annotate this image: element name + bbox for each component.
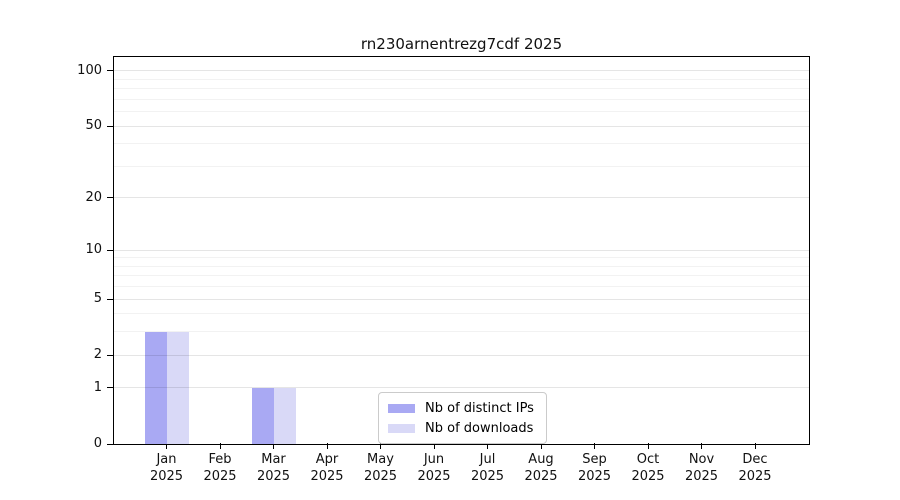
bar-nb-of-distinct-ips-jan (144, 331, 167, 444)
legend-label-downloads: Nb of downloads (425, 420, 534, 436)
y-axis-tick (107, 298, 113, 300)
gridline-minor (114, 165, 809, 167)
legend-label-distinct-ips: Nb of distinct IPs (425, 400, 534, 416)
x-axis-tick (380, 443, 381, 449)
x-axis-tick-label: Jun 2025 (417, 452, 451, 484)
gridline-major (114, 197, 809, 199)
y-axis-tick-label: 10 (85, 242, 102, 258)
chart-title: rn230arnentrezg7cdf 2025 (360, 35, 563, 53)
bar-nb-of-downloads-jan (166, 331, 189, 444)
gridline-minor (114, 98, 809, 100)
x-axis-tick (647, 443, 649, 449)
y-axis-tick (107, 354, 113, 356)
y-axis-tick (107, 125, 113, 127)
gridline-minor (114, 257, 809, 259)
x-axis-tick-label: Nov 2025 (684, 452, 719, 484)
y-axis-tick-label: 100 (77, 62, 102, 78)
y-axis-tick-label: 50 (85, 118, 102, 134)
x-axis-tick-label: Mar 2025 (256, 452, 291, 484)
gridline-major (114, 387, 809, 389)
legend-swatch-distinct-ips-icon (388, 403, 415, 413)
bar-nb-of-distinct-ips-mar (251, 387, 274, 444)
x-axis-tick (487, 443, 488, 449)
legend-swatch-downloads-icon (388, 423, 415, 433)
x-axis-tick-label: Aug 2025 (524, 452, 558, 484)
gridline-major (114, 249, 809, 251)
x-axis-tick-label: Dec 2025 (738, 452, 772, 484)
gridline-minor (114, 286, 809, 288)
legend-item-distinct-ips: Nb of distinct IPs (388, 398, 534, 418)
x-axis-tick (273, 443, 274, 449)
y-axis-tick (107, 443, 113, 445)
gridline-major (114, 298, 809, 300)
gridline-minor (114, 275, 809, 277)
x-axis-tick (433, 443, 435, 449)
y-axis-tick-label: 20 (85, 189, 102, 205)
x-axis-tick-label: Oct 2025 (631, 452, 665, 484)
gridline-minor (114, 111, 809, 113)
legend: Nb of distinct IPs Nb of downloads (378, 392, 547, 444)
gridline-minor (114, 265, 809, 267)
x-axis-tick-label: Feb 2025 (203, 452, 237, 484)
gridline-major (114, 354, 809, 356)
gridline-minor (114, 331, 809, 333)
x-axis-tick (701, 443, 702, 449)
x-axis-tick (754, 443, 756, 449)
x-axis-tick (594, 443, 595, 449)
y-axis-tick-label: 0 (93, 436, 102, 451)
y-axis-tick (107, 197, 113, 199)
x-axis-tick (326, 443, 328, 449)
x-axis-tick (166, 443, 167, 449)
x-axis-tick-label: Sep 2025 (577, 452, 612, 484)
x-axis-tick-label: Apr 2025 (310, 452, 344, 484)
gridline-major (114, 125, 809, 127)
x-axis-tick-label: Jul 2025 (470, 452, 505, 484)
gridline-minor (114, 78, 809, 80)
x-axis-tick-label: Jan 2025 (149, 452, 184, 484)
y-axis-tick (107, 70, 113, 72)
y-axis-tick-label: 2 (93, 347, 102, 363)
bar-nb-of-downloads-mar (273, 387, 296, 444)
gridline-minor (114, 313, 809, 315)
x-axis-tick (540, 443, 542, 449)
y-axis-tick-label: 5 (93, 291, 102, 307)
y-axis-tick (107, 249, 113, 251)
y-axis-tick-label: 1 (93, 379, 102, 395)
gridline-major (114, 70, 809, 72)
plot-area: 0 1 2 5 10 20 50 100 Jan 2025 Feb 2025 Mar 2025 Apr… (77, 56, 810, 484)
gridline-minor (114, 88, 809, 90)
y-axis-tick (107, 387, 113, 389)
x-axis-tick (219, 443, 221, 449)
x-axis-tick-label: May 2025 (363, 452, 398, 484)
gridline-minor (114, 143, 809, 145)
legend-item-downloads: Nb of downloads (388, 418, 534, 438)
